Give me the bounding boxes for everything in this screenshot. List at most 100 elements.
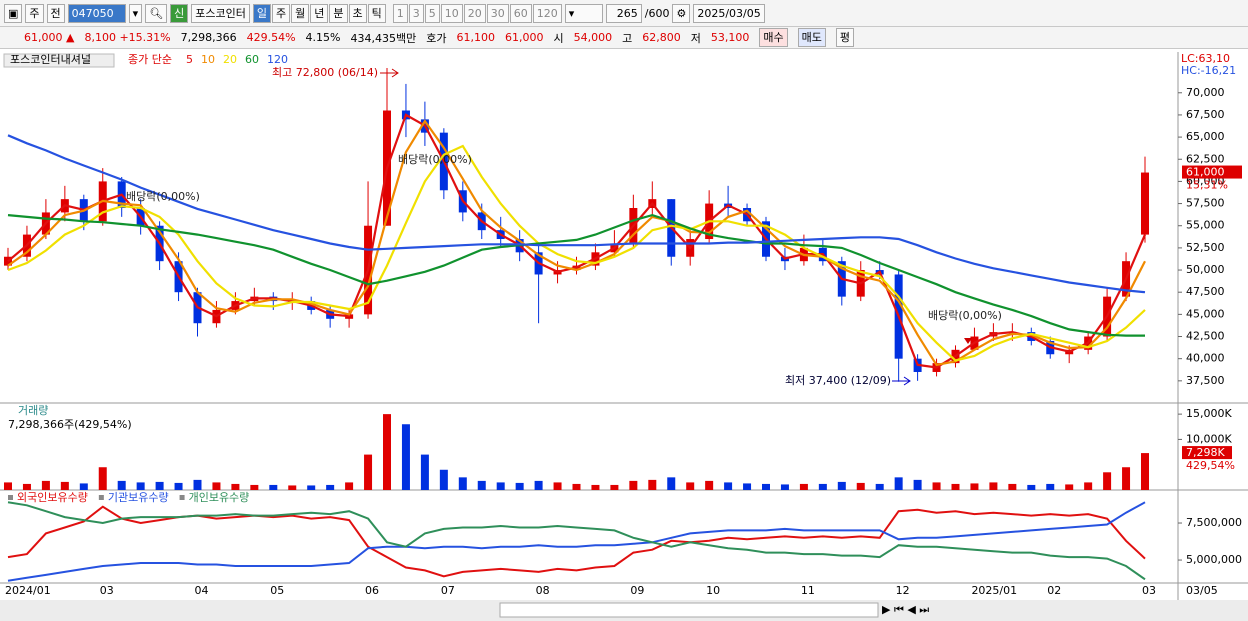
volume-bar [22, 483, 31, 490]
scroll-thumb[interactable] [499, 602, 879, 618]
volume-bar [60, 481, 69, 490]
volume-bar [288, 485, 297, 490]
x-tick-label: 03 [100, 584, 114, 597]
toolbar-button[interactable]: 10 [440, 3, 463, 23]
x-tick-label: 2025/01 [971, 584, 1017, 597]
volume-bar [1065, 484, 1074, 490]
legend-title: 포스코인터내셔널 [10, 53, 91, 66]
volume-bar [1046, 483, 1055, 490]
toolbar-button[interactable]: 월 [291, 3, 310, 23]
x-tick-label: 2024/01 [5, 584, 51, 597]
toolbar-button[interactable]: 주 [272, 3, 291, 23]
toolbar-button[interactable]: 일 [252, 3, 272, 23]
volume-bar [610, 484, 619, 490]
toolbar-button[interactable]: 5 [424, 3, 440, 23]
avg[interactable]: 평 [835, 28, 854, 47]
x-tick-label: 10 [706, 584, 720, 597]
last-change-label: 429,54% [1186, 459, 1235, 472]
icon[interactable]: 🔍︎ [145, 3, 168, 23]
volume-title: 거래량 [18, 404, 48, 417]
volume-bar [477, 480, 486, 490]
toolbar-button[interactable]: 20 [463, 3, 486, 23]
icon[interactable]: ▾ [128, 3, 143, 23]
icon[interactable]: ▣ [4, 3, 23, 23]
toolbar-button[interactable]: 120 [532, 3, 562, 23]
last-price-label: 61,000 [1186, 166, 1225, 179]
toolbar-button[interactable]: 초 [348, 3, 367, 23]
counts: 1 3 5 10 20 30 60 120 [392, 3, 562, 23]
volume-bar [1122, 467, 1131, 490]
volume-bar [799, 483, 808, 490]
scroll-buttons[interactable]: ▶ ⏮ ◀ ⏭ [882, 603, 929, 616]
label: 호가 [426, 31, 447, 45]
volume-bar [667, 477, 676, 490]
volume-bar [515, 482, 524, 490]
last-volume-box [1182, 446, 1232, 460]
y-tick-label: 37,500 [1186, 374, 1225, 387]
x-tick-label: 09 [630, 584, 644, 597]
change: 8,100 +15.31% [84, 31, 171, 44]
x-tick-label: 07 [441, 584, 455, 597]
legend-swatch [8, 495, 13, 500]
icon[interactable]: ⚙ [672, 3, 691, 23]
legend-entry: 외국인보유수량 [17, 491, 88, 504]
toolbar-button[interactable]: 년 [310, 3, 329, 23]
quote-bar: 61,000 ▲ 8,100 +15.31% 7,298,366 429.54%… [0, 27, 1248, 49]
volume-bar [250, 484, 259, 490]
volume-bar [155, 481, 164, 490]
date[interactable]: 2025/03/05 [693, 3, 765, 23]
period[interactable]: 주 [25, 3, 44, 23]
volume-bar [364, 454, 373, 490]
volume-bar [231, 483, 240, 490]
volume-bar [913, 479, 922, 490]
annotation: 최고 72,800 (06/14) [272, 66, 378, 79]
annotation: 배당락(0,00%) [398, 153, 472, 166]
count[interactable]: 265 [605, 3, 642, 23]
y-tick-label: 47,500 [1186, 285, 1225, 298]
chart: ▶ ⏮ ◀ ⏭ 포스코인터내셔널 종가 단순 LC:63,10 HC:-16,2… [0, 52, 1248, 621]
x-tick-label: 04 [195, 584, 209, 597]
y-tick-label: 70,000 [1186, 86, 1225, 99]
volume-subtitle: 7,298,366주(429,54%) [8, 418, 132, 431]
series-line [7, 113, 1147, 369]
label: 고 [622, 31, 633, 45]
toolbar-button[interactable]: 30 [486, 3, 509, 23]
y-tick-label: 15,000K [1186, 407, 1232, 420]
volume-bar [212, 482, 221, 490]
prev[interactable]: 전 [46, 3, 65, 23]
series-line [7, 501, 1146, 582]
toolbar-button[interactable]: 1 [392, 3, 408, 23]
amount: 434,435백만 [350, 31, 417, 45]
toolbar-button[interactable]: 3 [408, 3, 424, 23]
volume-bar [326, 484, 335, 490]
code[interactable]: 047050 [67, 3, 126, 23]
toolbar-button[interactable]: 분 [329, 3, 348, 23]
last-price-box [1182, 165, 1242, 179]
sell[interactable]: 매도 [797, 28, 826, 47]
annotation: 최저 37,400 (12/09) [785, 374, 891, 387]
stock-name[interactable]: 포스코인터 [191, 3, 250, 23]
y-tick-label: 65,000 [1186, 130, 1225, 143]
volume-bar [837, 481, 846, 490]
volume-bar [79, 483, 88, 490]
arrow [380, 68, 399, 78]
volume-bar [762, 483, 770, 490]
dropdown[interactable]: ▾ [564, 3, 603, 23]
x-tick-label: 03 [1142, 584, 1156, 597]
x-tick-label: 05 [270, 584, 284, 597]
volume-ratio: 429.54% [246, 31, 296, 44]
volume-bar [193, 479, 202, 490]
legend-entry: 5 [186, 53, 193, 66]
legend-label: 종가 단순 [128, 53, 172, 66]
badge: 신 [170, 3, 189, 23]
volume-bar [496, 482, 505, 490]
volume-bar [818, 483, 827, 490]
volume-bar [572, 483, 581, 490]
volume-bar [1027, 484, 1036, 490]
volume-bar [629, 480, 638, 490]
buy[interactable]: 매수 [759, 28, 788, 47]
toolbar-button[interactable]: 60 [509, 3, 532, 23]
toolbar-button[interactable]: 틱 [367, 3, 386, 23]
